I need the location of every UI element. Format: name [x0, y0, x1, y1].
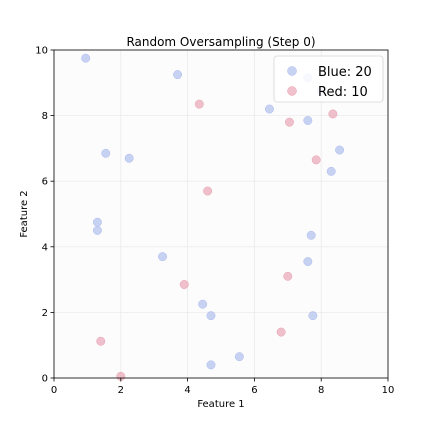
data-point-blue: [198, 299, 208, 309]
data-point-blue: [92, 225, 102, 235]
data-point-blue: [124, 153, 134, 163]
y-tick-label: 10: [35, 46, 48, 57]
data-point-blue: [206, 311, 216, 321]
y-tick-label: 2: [42, 308, 48, 319]
y-axis-label: Feature 2: [19, 190, 30, 237]
data-point-blue: [92, 217, 102, 227]
data-point-red: [311, 155, 321, 165]
data-point-blue: [81, 53, 91, 63]
x-tick-label: 2: [118, 385, 124, 396]
data-point-blue: [158, 252, 168, 262]
x-tick-label: 6: [251, 385, 257, 396]
data-point-blue: [101, 148, 111, 158]
legend-marker-blue: [287, 66, 297, 76]
data-point-red: [179, 280, 189, 289]
y-axis-ticks: 0 2 4 6 8 10: [35, 46, 54, 385]
legend: Blue: 20 Red: 10: [273, 55, 384, 103]
data-point-red: [203, 186, 213, 196]
y-tick-label: 8: [42, 111, 48, 122]
data-point-blue: [306, 230, 316, 240]
x-tick-label: 0: [51, 385, 57, 396]
data-point-blue: [173, 70, 183, 80]
data-point-blue: [326, 166, 336, 176]
x-tick-label: 4: [184, 385, 190, 396]
legend-label-red: Red: 10: [318, 85, 368, 100]
data-point-red: [285, 117, 294, 127]
data-point-blue: [264, 104, 274, 114]
data-point-blue: [335, 145, 345, 155]
chart-title: Random Oversampling (Step 0): [126, 35, 315, 49]
data-point-blue: [303, 257, 313, 267]
legend-box: [273, 55, 384, 103]
x-tick-label: 10: [382, 385, 395, 396]
data-point-red: [96, 336, 106, 346]
x-axis-label: Feature 1: [197, 399, 244, 410]
plot-frame: [53, 49, 389, 379]
data-point-blue: [234, 352, 244, 362]
data-point-red: [194, 99, 204, 109]
data-point-blue: [308, 311, 318, 321]
x-tick-label: 8: [318, 385, 324, 396]
data-point-red: [276, 327, 286, 337]
legend-label-blue: Blue: 20: [318, 65, 372, 80]
y-tick-label: 4: [42, 242, 48, 253]
data-point-blue: [303, 116, 313, 125]
plot-area: [54, 50, 388, 378]
x-axis-ticks: 0 2 4 6 8 10: [51, 378, 395, 396]
legend-marker-red: [287, 86, 297, 96]
data-point-blue: [206, 360, 216, 370]
y-tick-label: 0: [42, 374, 48, 385]
y-tick-label: 6: [42, 177, 48, 188]
data-point-red: [328, 109, 338, 119]
data-point-red: [283, 271, 293, 281]
